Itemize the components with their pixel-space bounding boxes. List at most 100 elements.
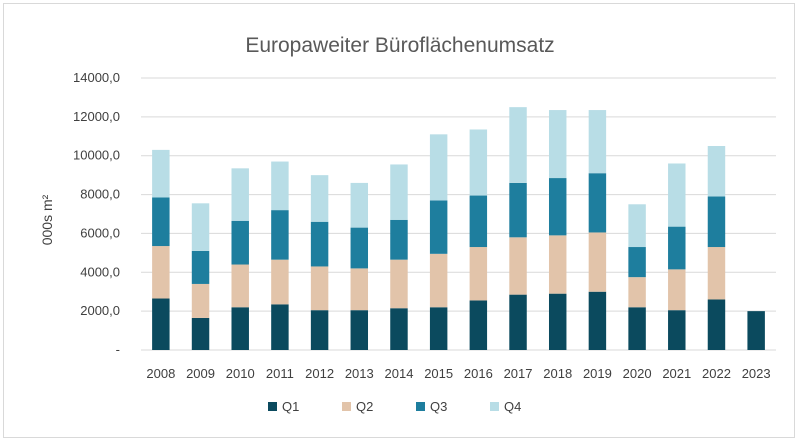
bar-q3-2012 <box>310 221 329 267</box>
bar-q1-2013 <box>350 310 369 350</box>
x-tick-label: 2019 <box>583 366 612 381</box>
x-tick-label: 2023 <box>742 366 771 381</box>
bar-q1-2011 <box>271 304 289 350</box>
bar-q2-2012 <box>310 266 329 311</box>
bar-q3-2008 <box>152 197 170 247</box>
legend-swatch-q2 <box>342 402 351 411</box>
x-tick-label: 2013 <box>345 366 374 381</box>
bar-q4-2010 <box>231 168 249 221</box>
y-axis-label: 000s m² <box>39 194 55 245</box>
x-tick-label: 2020 <box>623 366 652 381</box>
bar-q1-2015 <box>429 307 448 350</box>
x-tick-label: 2022 <box>702 366 731 381</box>
legend-swatch-q1 <box>268 402 277 411</box>
bar-q2-2015 <box>429 253 448 308</box>
bar-q1-2010 <box>231 307 249 350</box>
bar-q2-2017 <box>509 237 527 295</box>
legend: Q1 Q2 Q3 Q4 <box>268 399 521 414</box>
bar-q4-2019 <box>588 110 607 174</box>
bar-q2-2010 <box>231 264 249 308</box>
bar-q2-2008 <box>152 246 170 299</box>
bar-q4-2014 <box>390 164 408 220</box>
bar-q1-2009 <box>191 317 210 350</box>
bar-q2-2011 <box>271 259 289 305</box>
legend-label-q4: Q4 <box>504 399 521 414</box>
x-tick-label: 2014 <box>385 366 414 381</box>
bar-q2-2020 <box>628 277 646 308</box>
bar-q2-2019 <box>588 232 607 292</box>
x-tick-label: 2012 <box>305 366 334 381</box>
bar-q4-2017 <box>509 107 527 183</box>
bar-q1-2019 <box>588 291 607 350</box>
chart: Europaweiter Büroflächenumsatz 000s m² -… <box>39 34 776 414</box>
bar-q1-2021 <box>668 310 686 350</box>
y-axis-ticks: - 2000,0 4000,0 6000,0 8000,0 10000,0 12000,0 1… <box>73 70 120 357</box>
x-tick-label: 2018 <box>543 366 572 381</box>
x-tick-label: 2017 <box>504 366 533 381</box>
x-tick-label: 2011 <box>266 366 294 381</box>
y-tick-label: 4000,0 <box>80 264 120 279</box>
bar-q3-2009 <box>191 250 210 284</box>
x-tick-label: 2021 <box>662 366 691 381</box>
bar-q2-2014 <box>390 259 408 309</box>
bar-q3-2017 <box>509 182 527 238</box>
bar-q3-2020 <box>628 247 646 278</box>
bar-q1-2016 <box>469 300 488 350</box>
bar-q4-2018 <box>548 110 567 179</box>
bar-q3-2019 <box>588 173 607 233</box>
chart-frame: Europaweiter Büroflächenumsatz 000s m² -… <box>3 3 795 438</box>
bar-q3-2010 <box>231 220 249 265</box>
bar-q3-2015 <box>429 200 448 254</box>
bar-q4-2011 <box>271 161 289 211</box>
bar-q3-2022 <box>707 196 726 248</box>
legend-label-q1: Q1 <box>282 399 299 414</box>
bar-q1-2022 <box>707 299 726 350</box>
y-tick-label: 2000,0 <box>80 303 120 318</box>
bar-q2-2009 <box>191 283 210 318</box>
bar-q1-2012 <box>310 310 329 350</box>
bar-q4-2021 <box>668 163 686 227</box>
x-tick-label: 2009 <box>186 366 215 381</box>
bar-q2-2018 <box>548 235 567 294</box>
bar-q1-2018 <box>548 293 567 350</box>
y-tick-label: - <box>116 342 120 357</box>
x-tick-label: 2015 <box>424 366 453 381</box>
bar-q2-2013 <box>350 268 369 311</box>
bar-q3-2013 <box>350 227 369 269</box>
bar-q4-2012 <box>310 175 329 222</box>
bar-q4-2015 <box>429 134 448 201</box>
bar-q3-2018 <box>548 178 567 236</box>
bar-q4-2020 <box>628 204 646 248</box>
y-tick-label: 14000,0 <box>73 70 120 85</box>
x-tick-label: 2008 <box>146 366 175 381</box>
bar-q4-2022 <box>707 146 726 197</box>
bar-q4-2016 <box>469 129 488 196</box>
x-tick-label: 2010 <box>226 366 255 381</box>
bar-q1-2020 <box>628 307 646 350</box>
bar-q3-2011 <box>271 210 289 260</box>
bar-q1-2017 <box>509 294 527 350</box>
bar-q1-2008 <box>152 298 170 350</box>
bar-q4-2008 <box>152 149 170 198</box>
legend-swatch-q3 <box>416 402 425 411</box>
bar-q3-2014 <box>390 219 408 260</box>
bars <box>152 107 765 350</box>
bar-q2-2022 <box>707 247 726 300</box>
bar-q2-2021 <box>668 269 686 311</box>
x-axis-ticks: 2008 2009 2010 2011 2012 2013 2014 2015 2016 2017… <box>146 366 770 381</box>
x-tick-label: 2016 <box>464 366 493 381</box>
chart-title: Europaweiter Büroflächenumsatz <box>245 34 554 57</box>
legend-label-q2: Q2 <box>356 399 373 414</box>
y-tick-label: 10000,0 <box>73 148 120 163</box>
legend-label-q3: Q3 <box>430 399 447 414</box>
y-tick-label: 6000,0 <box>80 225 120 240</box>
y-tick-label: 12000,0 <box>73 109 120 124</box>
bar-q4-2009 <box>191 203 210 251</box>
legend-swatch-q4 <box>490 402 499 411</box>
bar-q2-2016 <box>469 247 488 301</box>
bar-q1-2014 <box>390 308 408 350</box>
bar-q4-2013 <box>350 182 369 228</box>
bar-q3-2021 <box>668 226 686 270</box>
bar-q3-2016 <box>469 195 488 248</box>
bar-q1-2023 <box>747 311 765 350</box>
